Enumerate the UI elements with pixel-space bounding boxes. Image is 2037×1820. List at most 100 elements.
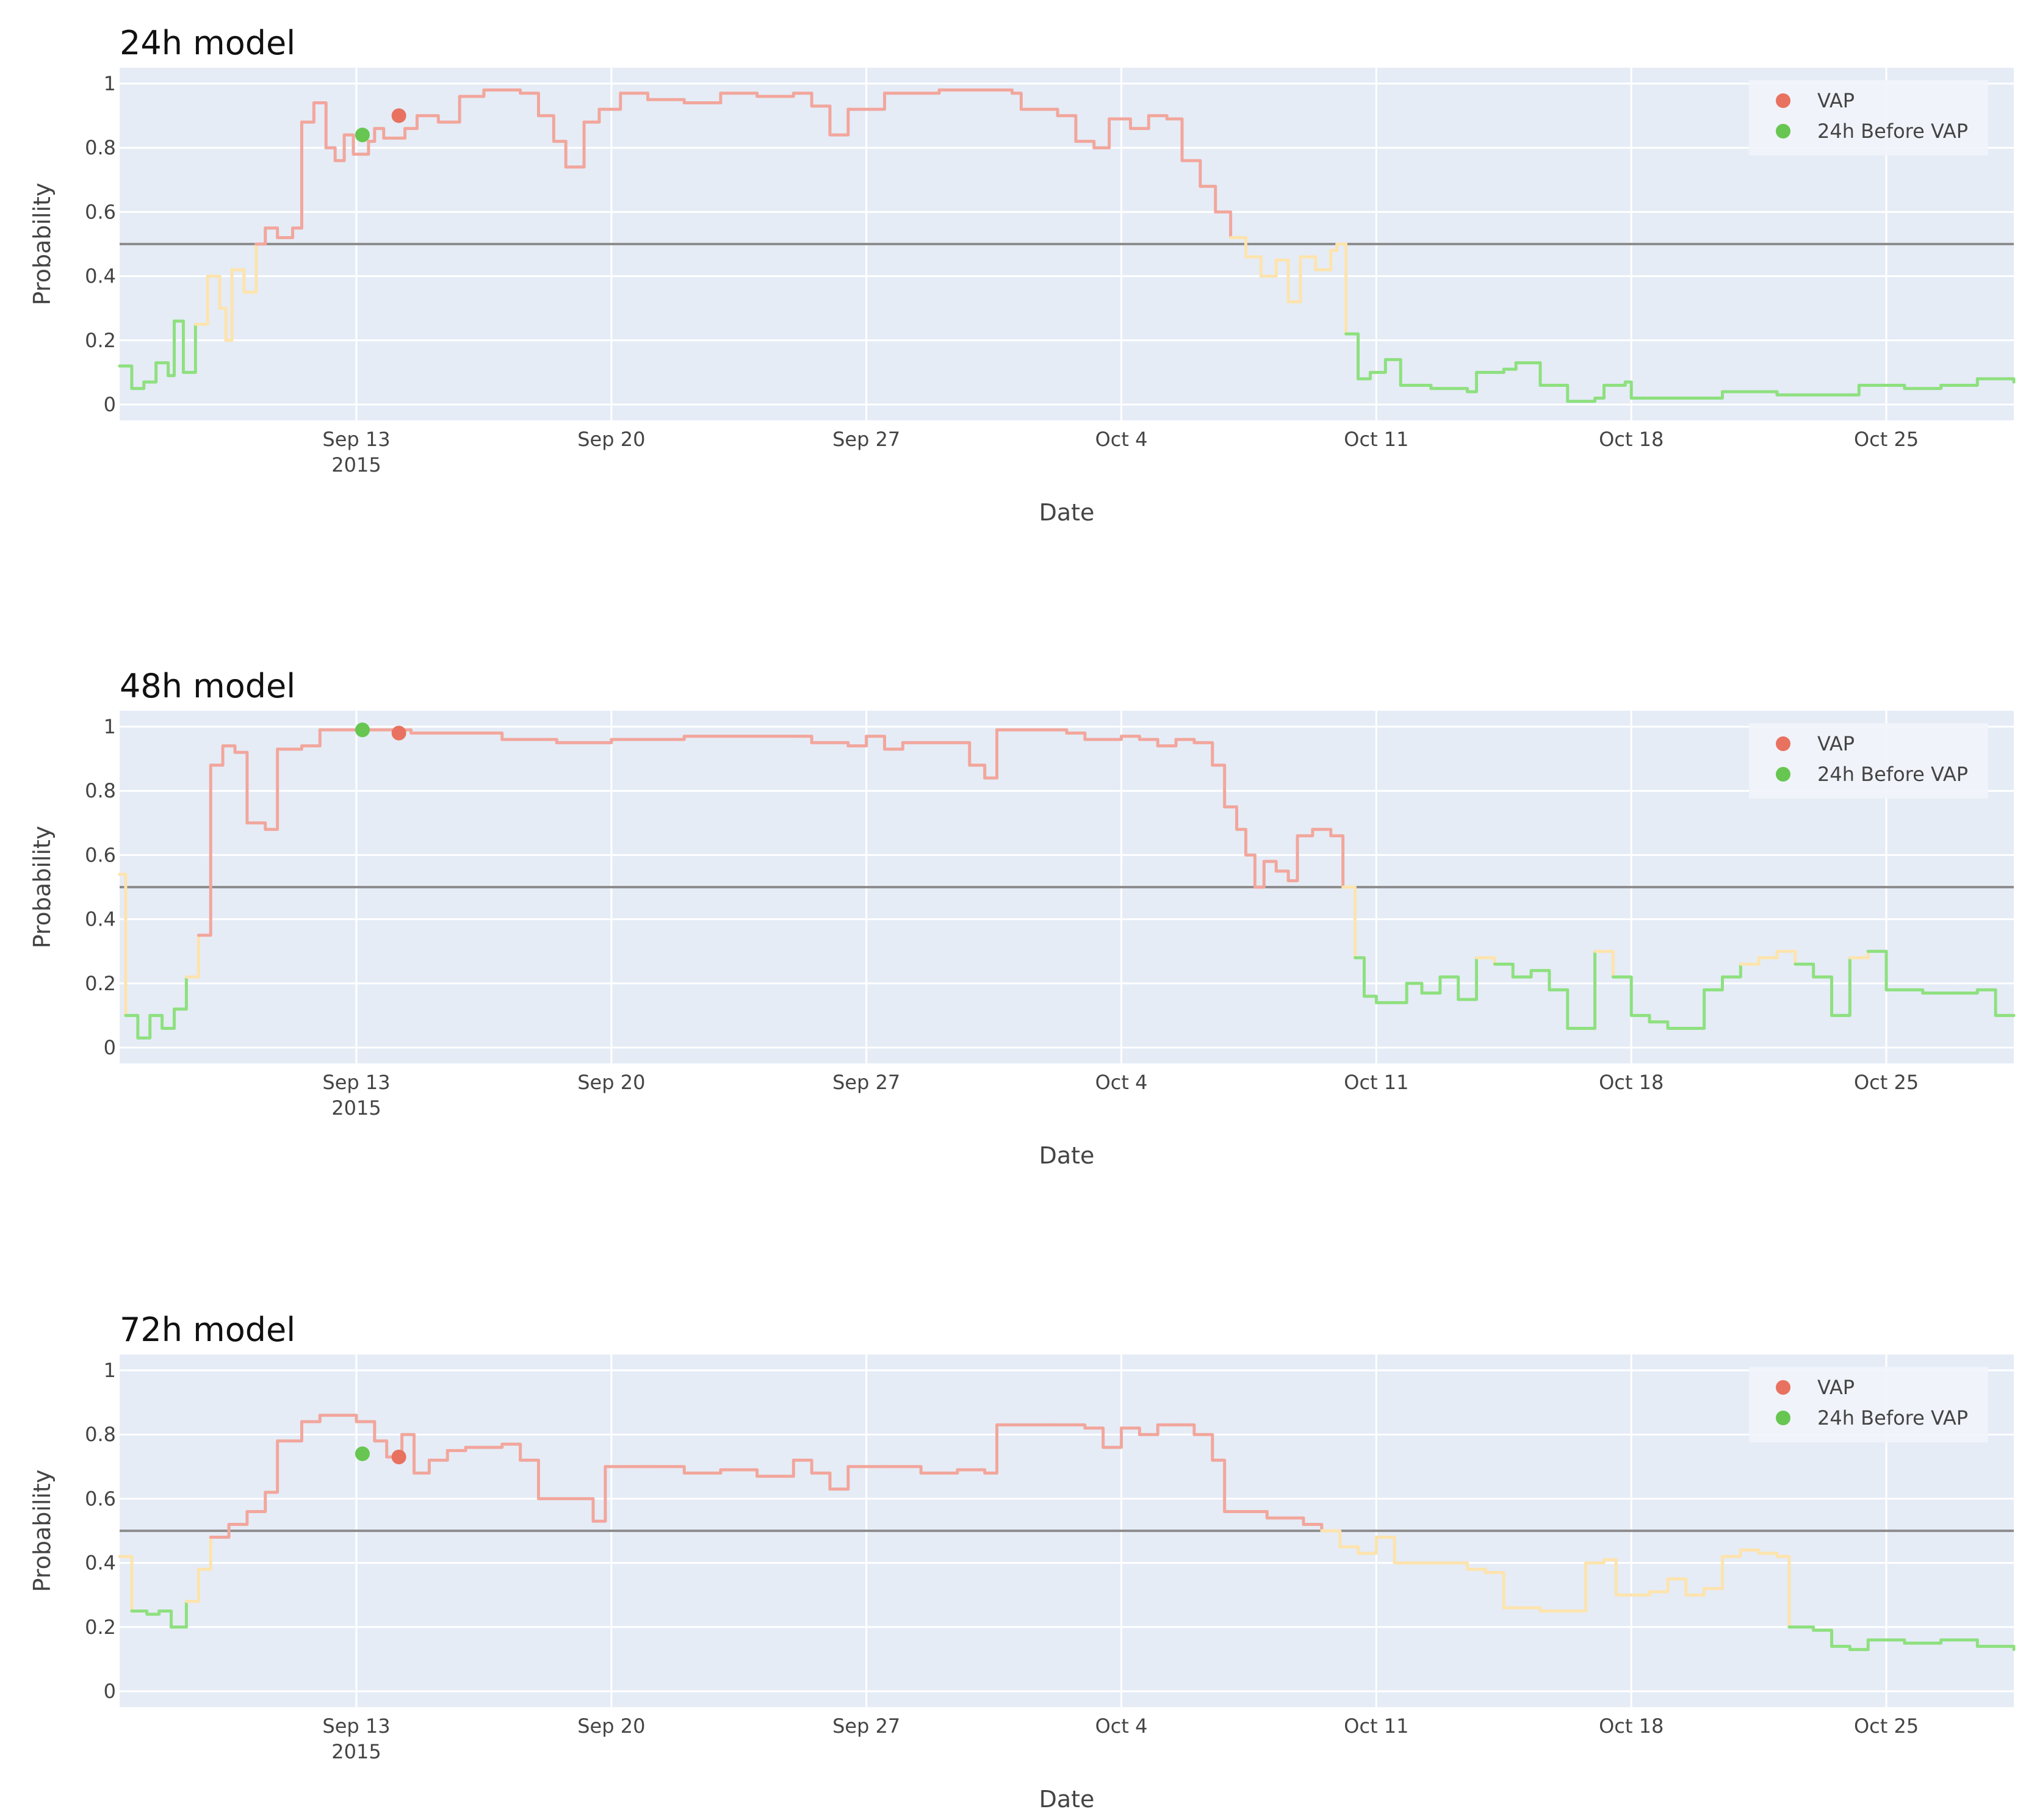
probability-line-segment bbox=[1848, 1638, 1870, 1652]
probability-line-segment bbox=[413, 1458, 431, 1475]
probability-line-segment bbox=[1848, 949, 1870, 960]
x-tick-label: Oct 18 bbox=[1599, 1071, 1664, 1094]
x-tick-label: Sep 20 bbox=[577, 1071, 645, 1094]
legend-label: VAP bbox=[1817, 732, 1855, 755]
probability-line-segment bbox=[1211, 1458, 1227, 1513]
probability-line-segment bbox=[1511, 969, 1533, 979]
probability-line-segment bbox=[333, 133, 346, 162]
x-tick-label: Oct 25 bbox=[1854, 428, 1919, 451]
probability-line-segment bbox=[865, 735, 887, 751]
y-tick-label: 0.8 bbox=[85, 779, 116, 802]
x-tick-label: Sep 13 bbox=[322, 1071, 390, 1094]
probability-line-segment bbox=[682, 92, 723, 105]
probability-line-segment bbox=[1975, 988, 1997, 1017]
probability-line-segment bbox=[1593, 949, 1615, 979]
probability-line-segment bbox=[1286, 834, 1299, 882]
probability-line-segment bbox=[1448, 1561, 1469, 1571]
legend-swatch bbox=[1776, 767, 1790, 782]
chart-title: 48h model bbox=[120, 667, 295, 705]
probability-line-segment bbox=[719, 1468, 759, 1478]
x-tick-label: Sep 27 bbox=[832, 1071, 900, 1094]
probability-line-segment bbox=[1684, 988, 1706, 1030]
probability-line-segment bbox=[173, 319, 185, 374]
probability-line-segment bbox=[1314, 249, 1333, 272]
probability-line-segment bbox=[1165, 117, 1184, 162]
probability-line-segment bbox=[1405, 982, 1424, 995]
legend-swatch bbox=[1776, 93, 1790, 108]
probability-line-segment bbox=[130, 380, 146, 390]
probability-line-segment bbox=[1344, 332, 1360, 381]
probability-line-segment bbox=[956, 741, 972, 767]
probability-line-segment bbox=[136, 1013, 152, 1040]
probability-line-segment bbox=[157, 1610, 173, 1629]
probability-line-segment bbox=[1223, 805, 1239, 831]
probability-line-segment bbox=[1335, 242, 1348, 336]
probability-line-segment bbox=[810, 104, 832, 137]
probability-line-segment bbox=[1101, 1426, 1123, 1449]
x-tick-year-label: 2015 bbox=[331, 453, 381, 477]
probability-line-segment bbox=[118, 364, 134, 390]
probability-line-segment bbox=[883, 1465, 923, 1475]
probability-line-segment bbox=[1320, 1529, 1342, 1548]
probability-line-segment bbox=[1648, 1577, 1670, 1594]
probability-line-segment bbox=[1354, 956, 1366, 998]
probability-line-segment bbox=[791, 1458, 813, 1475]
x-tick-label: Sep 20 bbox=[577, 428, 645, 451]
y-tick-label: 0 bbox=[104, 393, 116, 416]
probability-line-segment bbox=[1259, 258, 1278, 278]
legend-label: 24h Before VAP bbox=[1817, 1406, 1968, 1430]
probability-line-segment bbox=[1329, 834, 1345, 889]
probability-line-segment bbox=[1137, 738, 1159, 748]
probability-line-segment bbox=[519, 1458, 540, 1500]
probability-line-segment bbox=[1229, 236, 1247, 259]
legend-box bbox=[1749, 80, 1988, 156]
probability-line-segment bbox=[1296, 827, 1314, 838]
probability-line-segment bbox=[342, 133, 355, 156]
probability-line-segment bbox=[184, 1567, 200, 1603]
y-tick-label: 0.4 bbox=[85, 908, 116, 931]
y-tick-label: 0.6 bbox=[85, 200, 116, 223]
probability-line-segment bbox=[224, 268, 234, 342]
probability-line-segment bbox=[1329, 242, 1339, 253]
probability-line-segment bbox=[312, 101, 328, 149]
probability-line-segment bbox=[1299, 255, 1318, 272]
probability-line-segment bbox=[1720, 1548, 1742, 1558]
probability-line-segment bbox=[1794, 962, 1815, 979]
probability-line-segment bbox=[582, 107, 601, 124]
legend-swatch bbox=[1776, 736, 1790, 751]
x-tick-label: Oct 11 bbox=[1344, 1714, 1408, 1738]
probability-line-segment bbox=[1192, 741, 1214, 767]
probability-line-segment bbox=[181, 323, 197, 374]
probability-line-segment bbox=[300, 1414, 322, 1423]
probability-line-segment bbox=[196, 763, 212, 937]
probability-line-segment bbox=[1529, 969, 1551, 991]
probability-line-segment bbox=[276, 226, 295, 239]
probability-line-segment bbox=[170, 1600, 188, 1629]
probability-line-segment bbox=[519, 92, 540, 118]
y-tick-label: 1 bbox=[104, 715, 116, 738]
x-axis-title: Date bbox=[1039, 499, 1095, 526]
probability-line-segment bbox=[552, 140, 568, 169]
x-tick-label: Sep 20 bbox=[577, 1714, 645, 1738]
legend-swatch bbox=[1776, 1411, 1790, 1425]
x-tick-label: Sep 27 bbox=[832, 1714, 900, 1738]
y-tick-label: 0 bbox=[104, 1680, 116, 1703]
probability-line-segment bbox=[1265, 1516, 1305, 1526]
probability-line-segment bbox=[1192, 1433, 1214, 1462]
legend-swatch bbox=[1776, 1380, 1790, 1395]
probability-line-segment bbox=[367, 127, 377, 143]
probability-line-segment bbox=[968, 763, 987, 780]
probability-line-segment bbox=[1812, 975, 1834, 1017]
y-tick-label: 0.8 bbox=[85, 1423, 116, 1446]
probability-line-segment bbox=[1848, 383, 1861, 397]
x-tick-label: Oct 25 bbox=[1854, 1714, 1919, 1738]
legend-label: VAP bbox=[1817, 1376, 1855, 1399]
probability-line-segment bbox=[124, 1013, 140, 1040]
probability-line-segment bbox=[1484, 1570, 1505, 1610]
probability-line-segment bbox=[230, 268, 246, 294]
x-tick-label: Sep 27 bbox=[832, 428, 900, 451]
legend-label: 24h Before VAP bbox=[1817, 763, 1968, 786]
probability-line-segment bbox=[1457, 956, 1479, 1001]
